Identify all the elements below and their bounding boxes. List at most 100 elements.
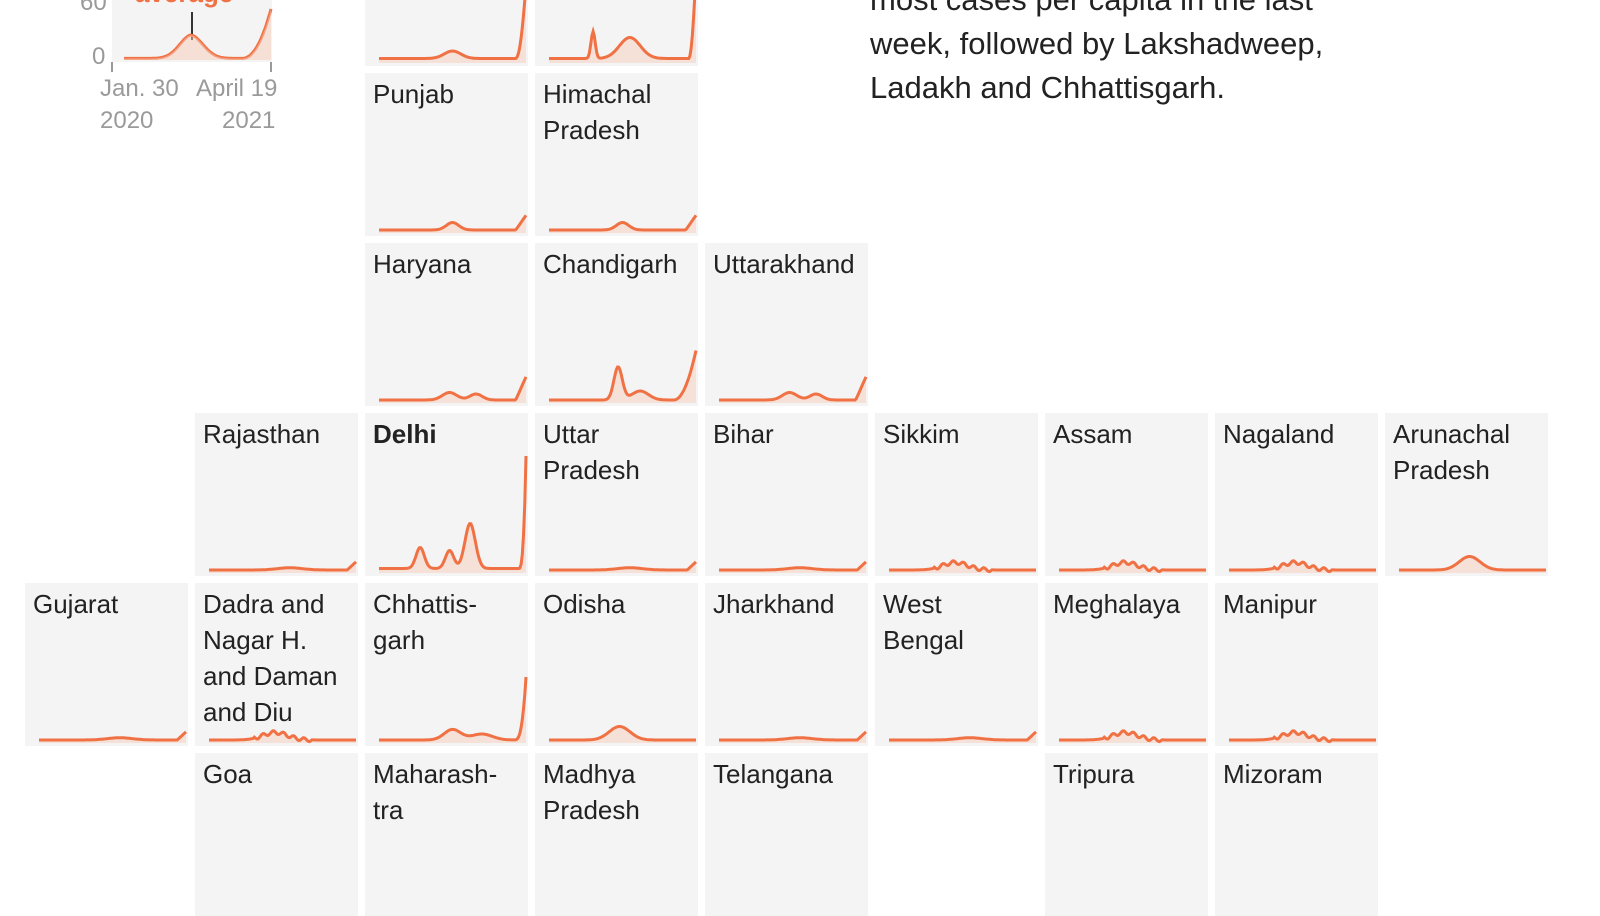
state-label: Nagaland (1223, 419, 1335, 449)
state-label: Goa (203, 759, 253, 789)
state-tile-goa: Goa (195, 753, 358, 916)
legend-y-tick-zero: 0 (92, 43, 105, 70)
state-sparkline-area (379, 0, 526, 63)
state-tile-punjab: Punjab (365, 73, 528, 236)
state-sparkline-line (889, 559, 1036, 574)
state-label: Haryana (373, 249, 472, 279)
state-sparkline-line (1059, 729, 1206, 744)
state-tile-chhattis-garh: Chhattis- garh (365, 583, 528, 746)
state-tile-meghalaya: Meghalaya (1045, 583, 1208, 746)
legend-x-start-year: 2020 (100, 107, 153, 134)
state-sparkline-svg (379, 455, 528, 573)
state-sparkline-line (719, 730, 868, 742)
legend-chart: 60 0 average Jan. 30 2020 April 19 2021 (0, 0, 320, 140)
note-line-3: Ladakh and Chhattisgarh. (870, 70, 1226, 105)
state-tile-odisha: Odisha (535, 583, 698, 746)
state-label: Tripura (1053, 759, 1135, 789)
state-tile-arunachal-pradesh: Arunachal Pradesh (1385, 413, 1548, 576)
state-sparkline-svg (549, 0, 697, 63)
state-sparkline-line (889, 730, 1038, 742)
legend-y-tick-top: 60 (80, 0, 107, 16)
state-sparkline-svg (1059, 729, 1206, 744)
state-tile-tile (365, 0, 528, 66)
state-sparkline-svg (379, 676, 528, 743)
state-label: Uttarakhand (713, 249, 855, 279)
state-sparkline-line (719, 376, 868, 402)
state-label: Odisha (543, 589, 626, 619)
state-label: Chhattis- garh (373, 589, 478, 655)
state-tile-uttarakhand: Uttarakhand (705, 243, 868, 406)
state-sparkline-svg (39, 730, 188, 743)
state-tile-assam: Assam (1045, 413, 1208, 576)
state-label: Jharkhand (713, 589, 835, 619)
legend-x-end-year: 2021 (222, 107, 275, 134)
state-sparkline-line (1229, 559, 1376, 574)
state-label: Manipur (1223, 589, 1317, 619)
state-label: Telangana (713, 759, 833, 789)
state-label: Arunachal Pradesh (1393, 419, 1511, 485)
state-tile-grid: Punjab Himachal Pradesh Haryana Chandigarh U… (25, 0, 1548, 916)
state-sparkline-line (719, 560, 868, 572)
state-sparkline-svg (209, 729, 356, 744)
state-sparkline-svg (1229, 729, 1376, 744)
state-sparkline-area (379, 677, 526, 743)
state-label: Delhi (373, 419, 437, 449)
state-sparkline-line (1229, 729, 1376, 744)
state-sparkline-area (549, 726, 696, 743)
state-tile-dadra-and-nagar-h-and-daman-and-diu: Dadra and Nagar H. and Daman and Diu (195, 583, 358, 746)
state-sparkline-line (549, 0, 697, 60)
state-sparkline-line (209, 729, 356, 744)
state-sparkline-line (379, 676, 528, 742)
state-label: Meghalaya (1053, 589, 1181, 619)
state-sparkline-line (379, 455, 528, 570)
state-tile-uttar-pradesh: Uttar Pradesh (535, 413, 698, 576)
state-sparkline-area (549, 350, 696, 403)
legend-area (124, 9, 271, 60)
state-label: Himachal Pradesh (543, 79, 652, 145)
state-tile-chandigarh: Chandigarh (535, 243, 698, 406)
legend-x-end: April 19 (196, 75, 277, 102)
state-sparkline-svg (549, 350, 698, 403)
state-tile-himachal-pradesh: Himachal Pradesh (535, 73, 698, 236)
state-sparkline-svg (379, 214, 528, 233)
state-label: Gujarat (33, 589, 119, 619)
state-sparkline-svg (209, 560, 358, 573)
note-line-2: week, followed by Lakshadweep, (870, 26, 1324, 61)
state-sparkline-svg (889, 559, 1036, 574)
state-tile-haryana: Haryana (365, 243, 528, 406)
state-sparkline-svg (1229, 559, 1376, 574)
state-sparkline-svg (719, 376, 868, 403)
state-sparkline-svg (379, 376, 528, 403)
legend-average-label: average (135, 0, 233, 8)
state-label: Madhya Pradesh (543, 759, 640, 825)
state-label: Chandigarh (543, 249, 678, 279)
state-sparkline-svg (889, 730, 1038, 743)
state-sparkline-line (549, 725, 696, 742)
legend-svg: 60 0 average Jan. 30 2020 April 19 2021 (80, 0, 277, 134)
state-sparkline-svg (719, 730, 868, 743)
state-tile-telangana: Telangana (705, 753, 868, 916)
state-label: Maharash- tra (373, 759, 498, 825)
state-label: West Bengal (883, 589, 964, 655)
state-sparkline-area (379, 215, 526, 233)
note-text: most cases per capita in the last week, … (870, 0, 1430, 110)
state-sparkline-line (1059, 559, 1206, 574)
state-tile-mizoram: Mizoram (1215, 753, 1378, 916)
state-sparkline-svg (719, 560, 868, 573)
state-label: Rajasthan (203, 419, 321, 449)
state-sparkline-svg (549, 560, 698, 573)
state-sparkline-line (1399, 555, 1546, 572)
state-sparkline-line (209, 560, 358, 572)
state-label: Punjab (373, 79, 454, 109)
state-tile-rajasthan: Rajasthan (195, 413, 358, 576)
state-tile-maharash-tra: Maharash- tra (365, 753, 528, 916)
state-label: Sikkim (883, 419, 960, 449)
state-sparkline-svg (549, 725, 696, 743)
state-label: Bihar (713, 419, 774, 449)
state-tile-bihar: Bihar (705, 413, 868, 576)
state-label: Uttar Pradesh (543, 419, 640, 485)
state-sparkline-svg (1059, 559, 1206, 574)
state-sparkline-svg (1399, 555, 1546, 573)
state-label: Dadra and Nagar H. and Daman and Diu (203, 589, 338, 727)
state-tile-gujarat: Gujarat (25, 583, 188, 746)
